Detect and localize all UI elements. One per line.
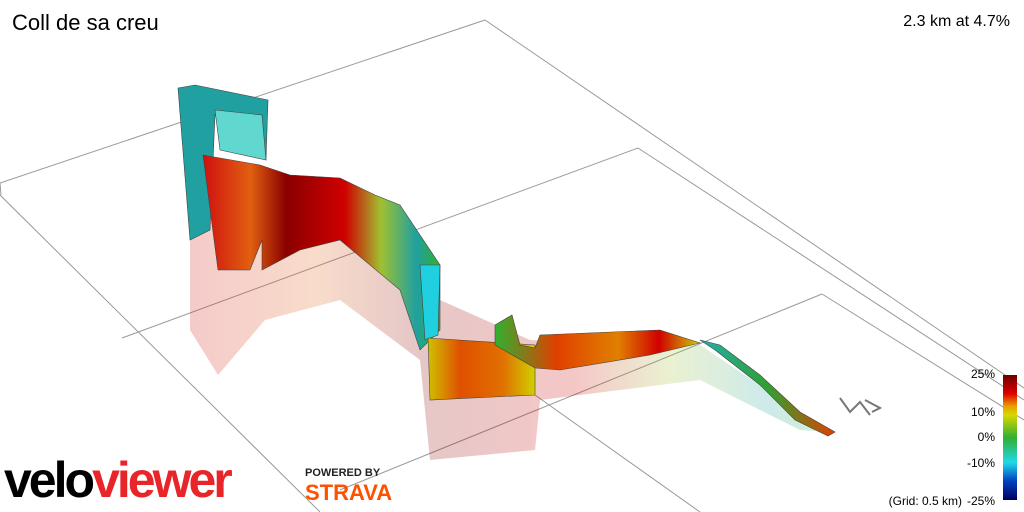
grid-note: (Grid: 0.5 km) [889,494,962,508]
title: Coll de sa creu [12,10,159,35]
scale-label: 25% [971,367,995,381]
north-arrow [839,397,883,416]
scale-label: 0% [978,430,996,444]
logo: veloviewer [4,452,232,508]
partner-logo: STRAVA [305,480,392,505]
route-profile [177,84,836,437]
scale-label: 10% [971,405,995,419]
logo-part: viewer [92,452,232,508]
summary: 2.3 km at 4.7% [903,13,1010,30]
scale-label: -10% [967,456,995,470]
logo-part: velo [4,452,94,508]
shadow-reflection [190,195,830,460]
gradient-scale [1003,375,1017,500]
scale-label: -25% [967,494,995,508]
powered-by: POWERED BY [305,467,381,479]
